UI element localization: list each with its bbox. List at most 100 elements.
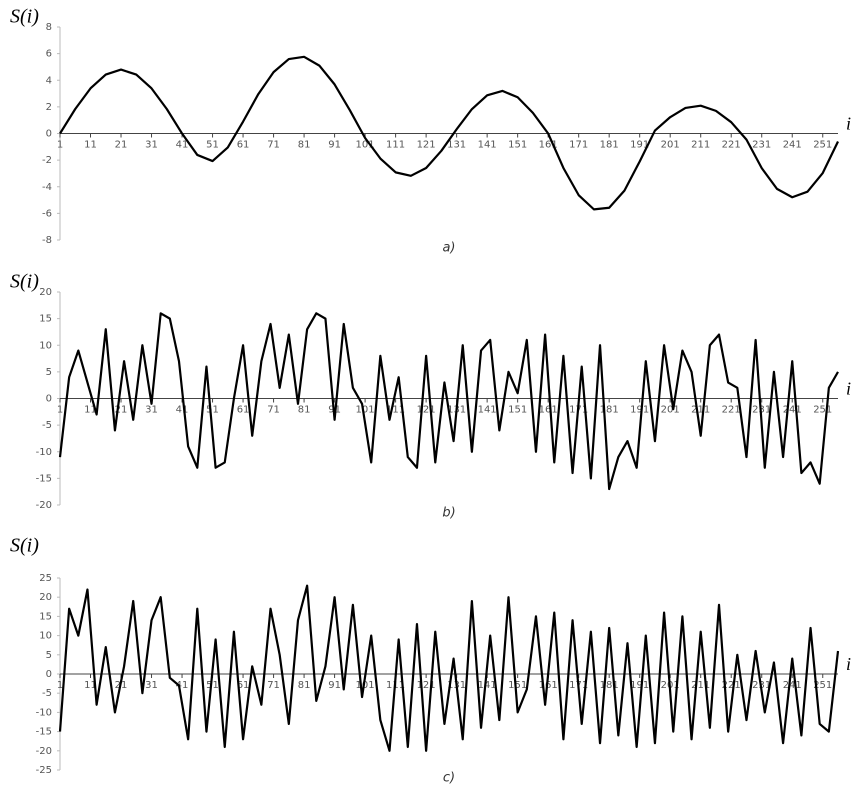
- x-tick-label: 181: [600, 140, 619, 151]
- x-tick-label: 181: [600, 405, 619, 416]
- x-tick-label: 121: [417, 140, 436, 151]
- x-tick-label: 211: [691, 140, 710, 151]
- x-tick-label: 51: [206, 140, 219, 151]
- x-tick-label: 161: [539, 140, 558, 151]
- y-tick-label: -20: [36, 500, 52, 511]
- x-tick-label: 101: [356, 405, 375, 416]
- x-tick-label: 231: [752, 140, 771, 151]
- y-tick-label: 8: [46, 22, 52, 33]
- x-tick-label: 11: [84, 680, 97, 691]
- x-tick-label: 21: [115, 140, 128, 151]
- y-tick-label: 5: [46, 367, 52, 378]
- y-tick-label: -10: [36, 447, 52, 458]
- y-axis-label: S(i): [10, 535, 39, 557]
- x-tick-label: 141: [478, 140, 497, 151]
- y-tick-label: -20: [36, 746, 52, 757]
- y-tick-label: 4: [46, 75, 52, 86]
- y-tick-label: 5: [46, 650, 52, 661]
- x-tick-label: 71: [267, 140, 280, 151]
- x-tick-label: 81: [298, 140, 311, 151]
- y-tick-label: -2: [42, 155, 52, 166]
- y-tick-label: -10: [36, 707, 52, 718]
- y-tick-label: 0: [46, 394, 52, 405]
- x-tick-label: 111: [386, 140, 405, 151]
- y-tick-label: 20: [39, 592, 52, 603]
- y-tick-label: 15: [39, 611, 52, 622]
- x-tick-label: 121: [417, 405, 436, 416]
- y-tick-label: 2: [46, 102, 52, 113]
- x-tick-label: 31: [145, 680, 158, 691]
- x-tick-label: 191: [630, 140, 649, 151]
- x-tick-label: 51: [206, 405, 219, 416]
- x-axis-label: i: [846, 654, 851, 674]
- caption: c): [443, 771, 455, 786]
- y-tick-label: -5: [42, 688, 52, 699]
- x-tick-label: 141: [478, 680, 497, 691]
- data-line: [58, 312, 839, 491]
- x-tick-label: 241: [783, 405, 802, 416]
- x-tick-label: 31: [145, 405, 158, 416]
- y-tick-label: -5: [42, 420, 52, 431]
- x-tick-label: 221: [722, 680, 741, 691]
- x-tick-label: 21: [115, 405, 128, 416]
- y-axis-label: S(i): [10, 6, 39, 28]
- x-tick-label: 61: [237, 405, 250, 416]
- y-tick-label: -8: [42, 235, 52, 246]
- x-tick-label: 251: [813, 140, 832, 151]
- x-tick-label: 211: [691, 680, 710, 691]
- y-tick-label: 10: [39, 631, 52, 642]
- x-axis-label: i: [846, 379, 851, 399]
- x-tick-label: 101: [356, 680, 375, 691]
- data-line: [58, 584, 840, 752]
- x-tick-label: 241: [783, 680, 802, 691]
- x-tick-label: 191: [630, 405, 649, 416]
- x-tick-label: 61: [237, 680, 250, 691]
- y-tick-label: 10: [39, 340, 52, 351]
- x-tick-label: 251: [813, 405, 832, 416]
- x-tick-label: 121: [417, 680, 436, 691]
- y-axis-label: S(i): [10, 271, 39, 293]
- x-tick-label: 11: [84, 405, 97, 416]
- caption: b): [442, 506, 455, 521]
- x-tick-label: 141: [478, 405, 497, 416]
- x-tick-label: 41: [176, 140, 189, 151]
- y-tick-label: 15: [39, 314, 52, 325]
- y-tick-label: 0: [46, 129, 52, 140]
- x-tick-label: 151: [508, 405, 527, 416]
- x-tick-label: 251: [813, 680, 832, 691]
- x-axis-label: i: [846, 114, 851, 134]
- x-tick-label: 31: [145, 140, 158, 151]
- x-tick-label: 41: [176, 405, 189, 416]
- x-tick-label: 1: [57, 140, 63, 151]
- y-tick-label: 6: [46, 49, 52, 60]
- x-tick-label: 151: [508, 140, 527, 151]
- x-tick-label: 241: [783, 140, 802, 151]
- x-tick-label: 81: [298, 405, 311, 416]
- x-tick-label: 191: [630, 680, 649, 691]
- y-tick-label: -4: [42, 182, 52, 193]
- x-tick-label: 181: [600, 680, 619, 691]
- x-tick-label: 71: [267, 405, 280, 416]
- data-line: [59, 55, 839, 211]
- x-tick-label: 161: [539, 405, 558, 416]
- x-tick-label: 71: [267, 680, 280, 691]
- x-tick-label: 221: [722, 140, 741, 151]
- y-tick-label: -25: [36, 765, 52, 776]
- x-tick-label: 91: [328, 680, 341, 691]
- y-tick-label: -15: [36, 473, 52, 484]
- x-tick-label: 131: [447, 140, 466, 151]
- x-tick-label: 211: [691, 405, 710, 416]
- x-tick-label: 1: [57, 680, 63, 691]
- x-tick-label: 201: [661, 405, 680, 416]
- y-tick-label: 0: [46, 669, 52, 680]
- x-tick-label: 41: [176, 680, 189, 691]
- y-tick-label: -15: [36, 727, 52, 738]
- y-tick-label: 25: [39, 573, 52, 584]
- x-tick-label: 91: [328, 140, 341, 151]
- x-tick-label: 221: [722, 405, 741, 416]
- x-tick-label: 61: [237, 140, 250, 151]
- x-tick-label: 1: [57, 405, 63, 416]
- x-tick-label: 201: [661, 140, 680, 151]
- x-tick-label: 101: [356, 140, 375, 151]
